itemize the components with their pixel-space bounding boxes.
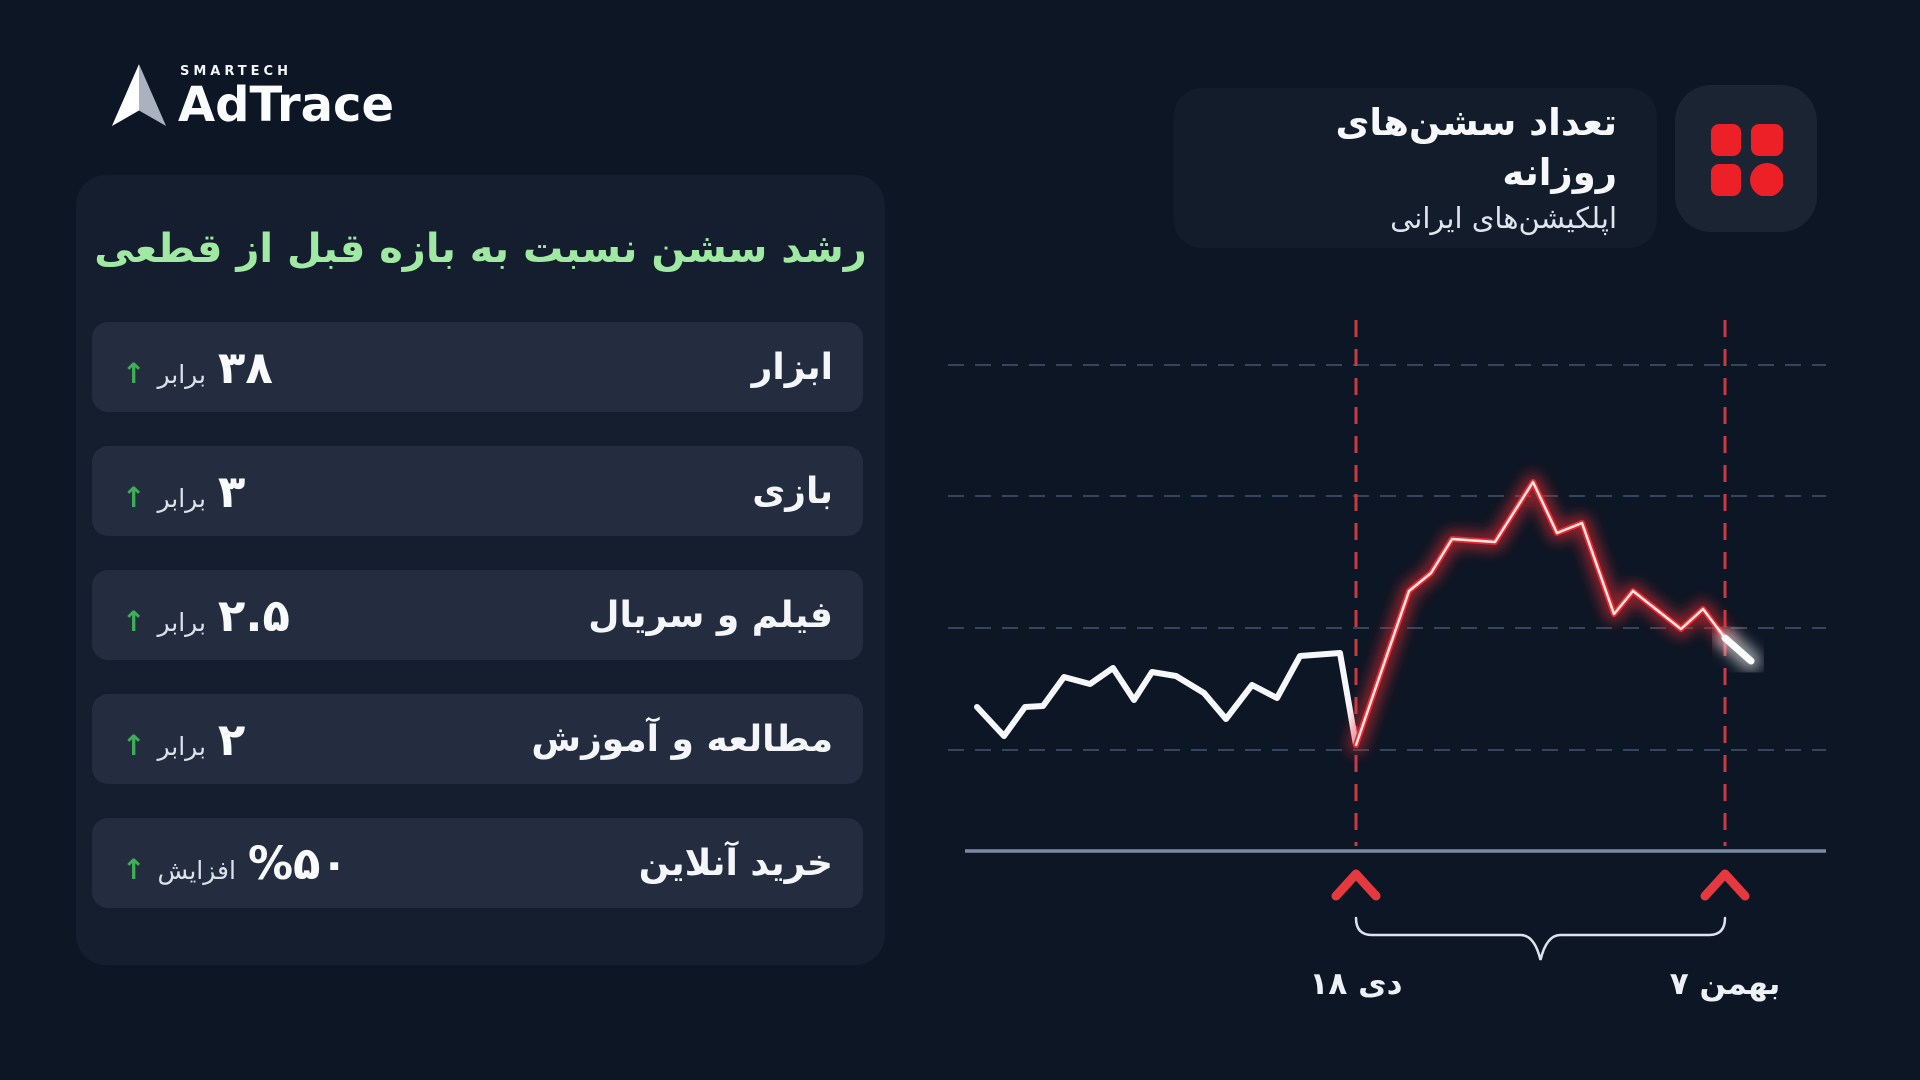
value-number: %۵۰ xyxy=(247,836,348,890)
category-row-tools: ابزار ۳۸ برابر ↑ xyxy=(92,322,863,412)
chart-date-label: ۱۸ دی xyxy=(1309,966,1403,1002)
value-number: ۳۸ xyxy=(217,340,273,394)
growth-panel-title: رشد سشن نسبت به بازه قبل از قطعی xyxy=(94,226,867,272)
category-value: %۵۰ افزایش ↑ xyxy=(122,837,348,890)
value-number: ۳ xyxy=(217,464,246,518)
category-value: ۲.۵ برابر ↑ xyxy=(122,589,290,642)
adtrace-logo-icon xyxy=(111,64,167,126)
chart-title: تعداد سشن‌های روزانه xyxy=(1335,100,1618,194)
up-arrow-icon: ↑ xyxy=(122,604,146,638)
value-unit: افزایش xyxy=(157,855,236,885)
adtrace-logo: SMARTECH AdTrace xyxy=(110,62,394,132)
category-label: مطالعه و آموزش xyxy=(531,718,833,760)
category-label: ابزار xyxy=(751,346,833,388)
value-number: ۲.۵ xyxy=(217,588,290,642)
up-arrow-icon: ↑ xyxy=(122,356,146,390)
category-row-games: بازی ۳ برابر ↑ xyxy=(92,446,863,536)
up-arrow-icon: ↑ xyxy=(122,728,146,762)
category-row-shopping: خرید آنلاین %۵۰ افزایش ↑ xyxy=(92,818,863,908)
brand-smartech-label: SMARTECH xyxy=(180,64,292,79)
category-value: ۳ برابر ↑ xyxy=(122,465,245,518)
category-label: فیلم و سریال xyxy=(588,594,833,636)
brand-adtrace-label: AdTrace xyxy=(178,77,395,133)
chart-title-card: تعداد سشن‌های روزانه اپلکیشن‌های ایرانی xyxy=(1174,88,1657,248)
value-unit: برابر xyxy=(157,483,206,513)
up-arrow-icon: ↑ xyxy=(122,852,146,886)
value-unit: برابر xyxy=(157,607,206,637)
category-value: ۲ برابر ↑ xyxy=(122,713,245,766)
value-unit: برابر xyxy=(157,359,206,389)
category-label: بازی xyxy=(752,470,833,512)
chart-subtitle: اپلکیشن‌های ایرانی xyxy=(1390,200,1617,235)
up-arrow-icon: ↑ xyxy=(122,480,146,514)
category-label: خرید آنلاین xyxy=(638,842,833,884)
value-unit: برابر xyxy=(157,731,206,761)
category-row-education: مطالعه و آموزش ۲ برابر ↑ xyxy=(92,694,863,784)
apps-icon-card xyxy=(1675,85,1817,232)
value-number: ۲ xyxy=(217,712,246,766)
chart-date-label: ۷ بهمن xyxy=(1669,966,1781,1002)
category-row-movies: فیلم و سریال ۲.۵ برابر ↑ xyxy=(92,570,863,660)
category-value: ۳۸ برابر ↑ xyxy=(122,341,273,394)
apps-grid-icon xyxy=(1711,123,1783,196)
